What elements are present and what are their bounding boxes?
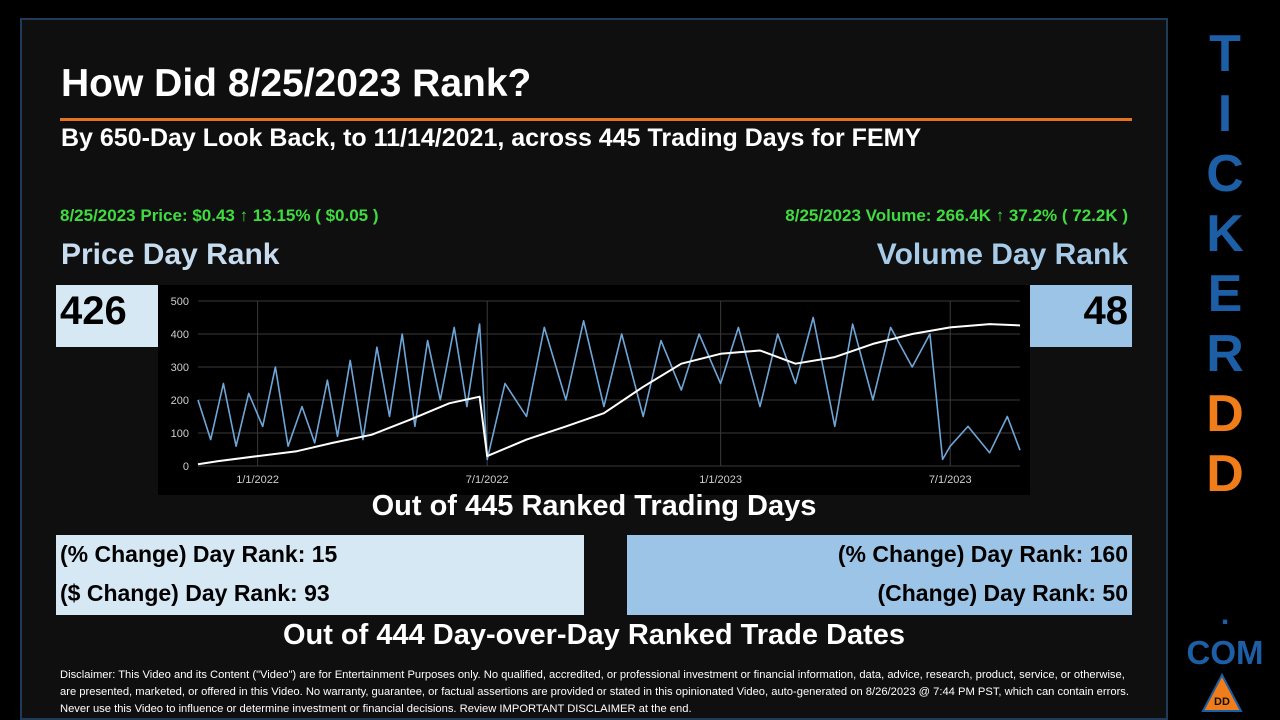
chart-svg: 0 100 200 300 400 500 1/1/2022 7/1/2022 1/1/2023… bbox=[158, 285, 1030, 495]
volume-rank-series-line bbox=[197, 316, 1021, 461]
volume-info: 8/25/2023 Volume: 266.4K ↑ 37.2% ( 72.2K… bbox=[785, 206, 1128, 225]
dollar-change-rank: ($ Change) Day Rank: 93 bbox=[60, 580, 330, 606]
y-tick-label-100: 100 bbox=[171, 428, 189, 440]
title-divider bbox=[60, 118, 1132, 121]
volume-rank-value: 48 bbox=[1030, 285, 1132, 347]
x-tick-label-2: 1/1/2023 bbox=[699, 474, 742, 486]
price-change-ranks-box: (% Change) Day Rank: 15 ($ Change) Day R… bbox=[56, 535, 584, 615]
brand-letter-i-1: I bbox=[1217, 85, 1233, 143]
volume-day-rank-header: Volume Day Rank bbox=[876, 238, 1128, 271]
price-rank-series-line bbox=[197, 323, 1021, 466]
brand-letter-d-7: D bbox=[1206, 445, 1244, 503]
y-tick-label-200: 200 bbox=[171, 395, 189, 407]
y-tick-label-300: 300 bbox=[171, 362, 189, 374]
page-title: How Did 8/25/2023 Rank? bbox=[61, 62, 532, 105]
brand-com: COM bbox=[1186, 634, 1264, 671]
brand-letter-t-0: T bbox=[1209, 25, 1241, 83]
trade-dates-caption: Out of 444 Day-over-Day Ranked Trade Dat… bbox=[282, 619, 906, 651]
price-rank-value: 426 bbox=[56, 285, 158, 347]
x-tick-label-0: 1/1/2022 bbox=[236, 474, 279, 486]
brand-letter-r-5: R bbox=[1206, 325, 1244, 383]
tickerdd-logo-icon: DD bbox=[1201, 672, 1243, 712]
percent-change-rank: (% Change) Day Rank: 15 bbox=[60, 541, 338, 567]
brand-letter-c-2: C bbox=[1206, 145, 1244, 203]
x-tick-label-1: 7/1/2022 bbox=[466, 474, 509, 486]
rank-line-chart: 0 100 200 300 400 500 1/1/2022 7/1/2022 1/1/2023… bbox=[158, 285, 1030, 495]
disclaimer-text: Disclaimer: This Video and its Content (… bbox=[60, 669, 1129, 715]
y-tick-label-0: 0 bbox=[183, 461, 189, 473]
chart-background bbox=[158, 285, 1030, 495]
brand-dot: . bbox=[1220, 598, 1230, 631]
brand-letter-d-6: D bbox=[1206, 385, 1244, 443]
page-subtitle: By 650-Day Look Back, to 11/14/2021, acr… bbox=[61, 124, 922, 152]
price-info: 8/25/2023 Price: $0.43 ↑ 13.15% ( $0.05 … bbox=[60, 206, 379, 225]
ranked-days-caption: Out of 445 Ranked Trading Days bbox=[371, 490, 817, 522]
y-tick-label-400: 400 bbox=[171, 329, 189, 341]
logo-text: DD bbox=[1214, 696, 1230, 708]
price-day-rank-header: Price Day Rank bbox=[61, 238, 280, 271]
y-tick-label-500: 500 bbox=[171, 296, 189, 308]
volume-percent-change-rank: (% Change) Day Rank: 160 bbox=[837, 541, 1128, 567]
x-tick-label-3: 7/1/2023 bbox=[929, 474, 972, 486]
volume-change-ranks-box: (% Change) Day Rank: 160 (Change) Day Ra… bbox=[627, 535, 1132, 615]
volume-change-rank: (Change) Day Rank: 50 bbox=[877, 580, 1128, 606]
brand-letter-e-4: E bbox=[1207, 265, 1243, 323]
brand-letter-k-3: K bbox=[1206, 205, 1244, 263]
